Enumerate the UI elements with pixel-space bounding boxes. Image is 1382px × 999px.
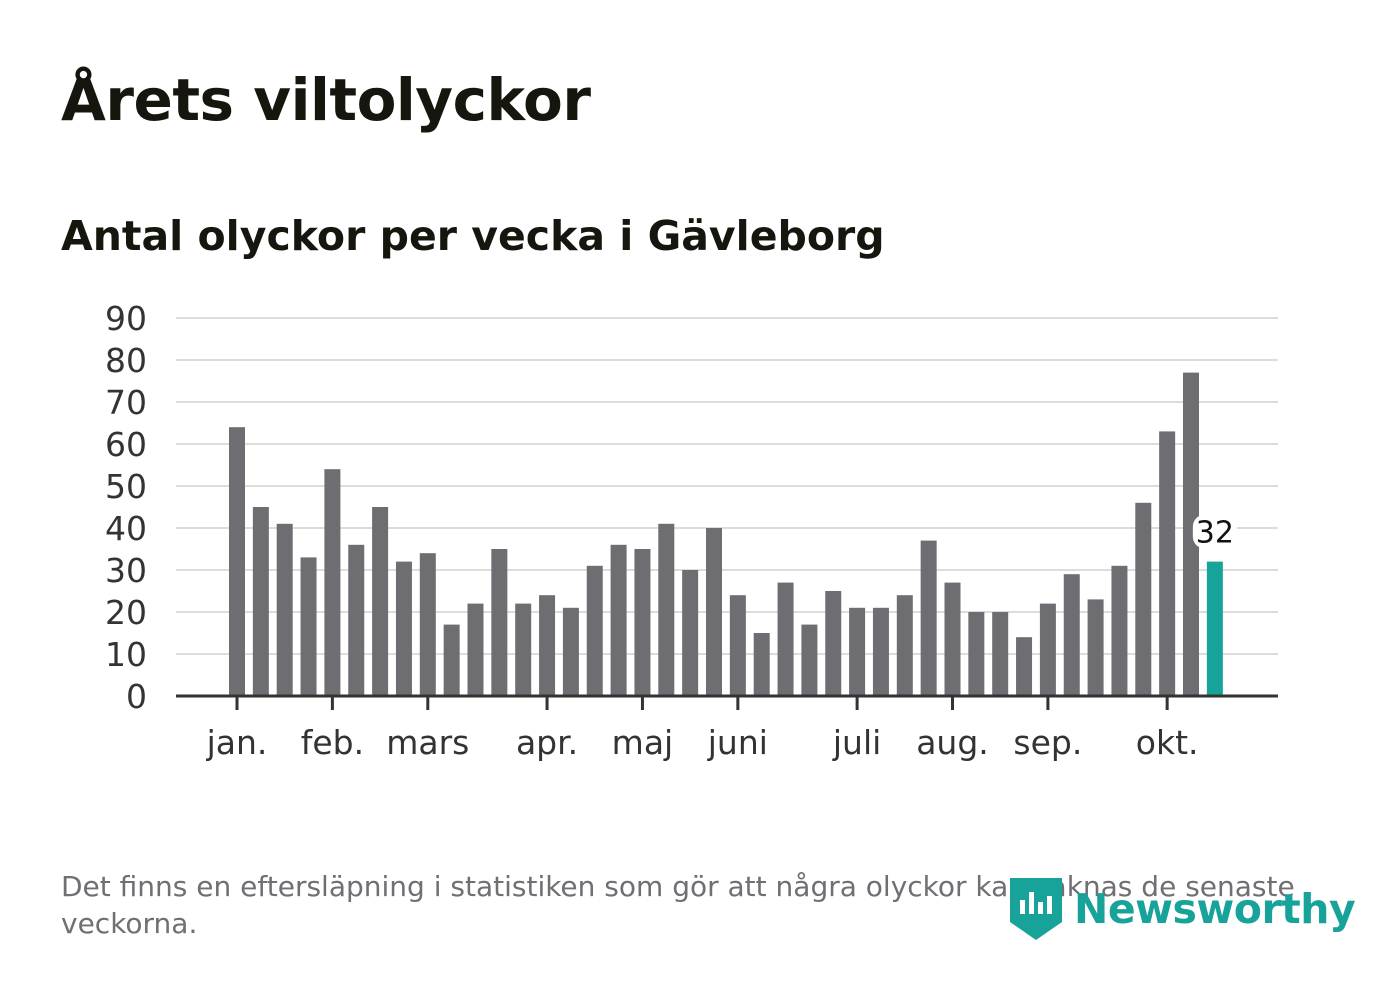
- bar: [825, 591, 842, 696]
- x-tick-label: juni: [707, 723, 768, 762]
- bar: [1039, 603, 1056, 696]
- y-tick-label: 80: [105, 341, 147, 380]
- x-tick-label: feb.: [301, 723, 364, 762]
- bar: [706, 528, 722, 696]
- bar: [992, 612, 1009, 696]
- y-tick-label: 0: [126, 677, 147, 716]
- y-tick-label: 70: [105, 383, 147, 422]
- bar: [729, 595, 746, 696]
- bar: [1159, 431, 1176, 696]
- bar: [753, 633, 770, 696]
- highlight-value-label: 32: [1196, 516, 1234, 551]
- bar: [777, 582, 794, 696]
- bar-highlight: [1206, 561, 1223, 696]
- x-axis-ticks: jan. feb. mars apr. maj juni juli aug. sep. okt.: [206, 696, 1199, 762]
- x-tick-label: mars: [386, 723, 469, 762]
- bar: [300, 557, 317, 696]
- bar: [968, 612, 985, 696]
- bar: [515, 603, 532, 696]
- bar: [1063, 574, 1080, 696]
- y-tick-label: 90: [105, 299, 147, 338]
- chart-subtitle: Antal olyckor per vecka i Gävleborg: [61, 212, 885, 260]
- bar: [658, 523, 675, 696]
- bar: [634, 549, 651, 696]
- bar: [229, 427, 245, 696]
- bar: [419, 553, 436, 696]
- bar: [443, 624, 460, 696]
- brand-logo: Newsworthy: [1010, 876, 1356, 942]
- bar: [586, 565, 603, 696]
- highlight-annotation: 32: [1192, 514, 1237, 551]
- highlight-label-bg: [1192, 514, 1237, 549]
- x-tick-label: okt.: [1136, 723, 1199, 762]
- bar: [252, 507, 269, 696]
- x-tick-label: jan.: [206, 723, 268, 762]
- y-tick-label: 40: [105, 509, 147, 548]
- y-tick-label: 10: [105, 635, 147, 674]
- bar: [872, 607, 889, 696]
- bar: [920, 540, 937, 696]
- bar: [1087, 599, 1104, 696]
- bar: [944, 582, 961, 696]
- bar: [467, 603, 484, 696]
- brand-name: Newsworthy: [1074, 885, 1356, 933]
- bar: [896, 595, 913, 696]
- bar: [1016, 637, 1033, 696]
- y-tick-label: 30: [105, 551, 147, 590]
- bar: [395, 561, 412, 696]
- bar: [562, 607, 579, 696]
- bar: [491, 549, 508, 696]
- bar: [1111, 565, 1128, 696]
- footnote: Det finns en eftersläpning i statistiken…: [61, 870, 1295, 940]
- bar: [801, 624, 818, 696]
- bar: [849, 607, 866, 696]
- grid-lines: [176, 317, 1278, 655]
- bar: [1183, 372, 1199, 696]
- bar: [682, 570, 699, 696]
- bar: [276, 523, 293, 696]
- chart-title: Årets viltolyckor: [61, 66, 591, 134]
- bar: [1135, 502, 1152, 696]
- y-tick-label: 20: [105, 593, 147, 632]
- bar: [324, 469, 341, 696]
- y-tick-label: 50: [105, 467, 147, 506]
- x-tick-label: sep.: [1013, 723, 1082, 762]
- x-tick-label: juli: [832, 723, 881, 762]
- bars: [229, 372, 1223, 696]
- x-tick-label: aug.: [916, 723, 989, 762]
- bar: [372, 507, 389, 696]
- bar: [348, 544, 365, 696]
- bar: [610, 544, 627, 696]
- bar: [539, 595, 556, 696]
- x-tick-label: apr.: [516, 723, 578, 762]
- x-tick-label: maj: [612, 723, 674, 762]
- y-tick-label: 60: [105, 425, 147, 464]
- newsworthy-logo-icon: [1010, 878, 1062, 940]
